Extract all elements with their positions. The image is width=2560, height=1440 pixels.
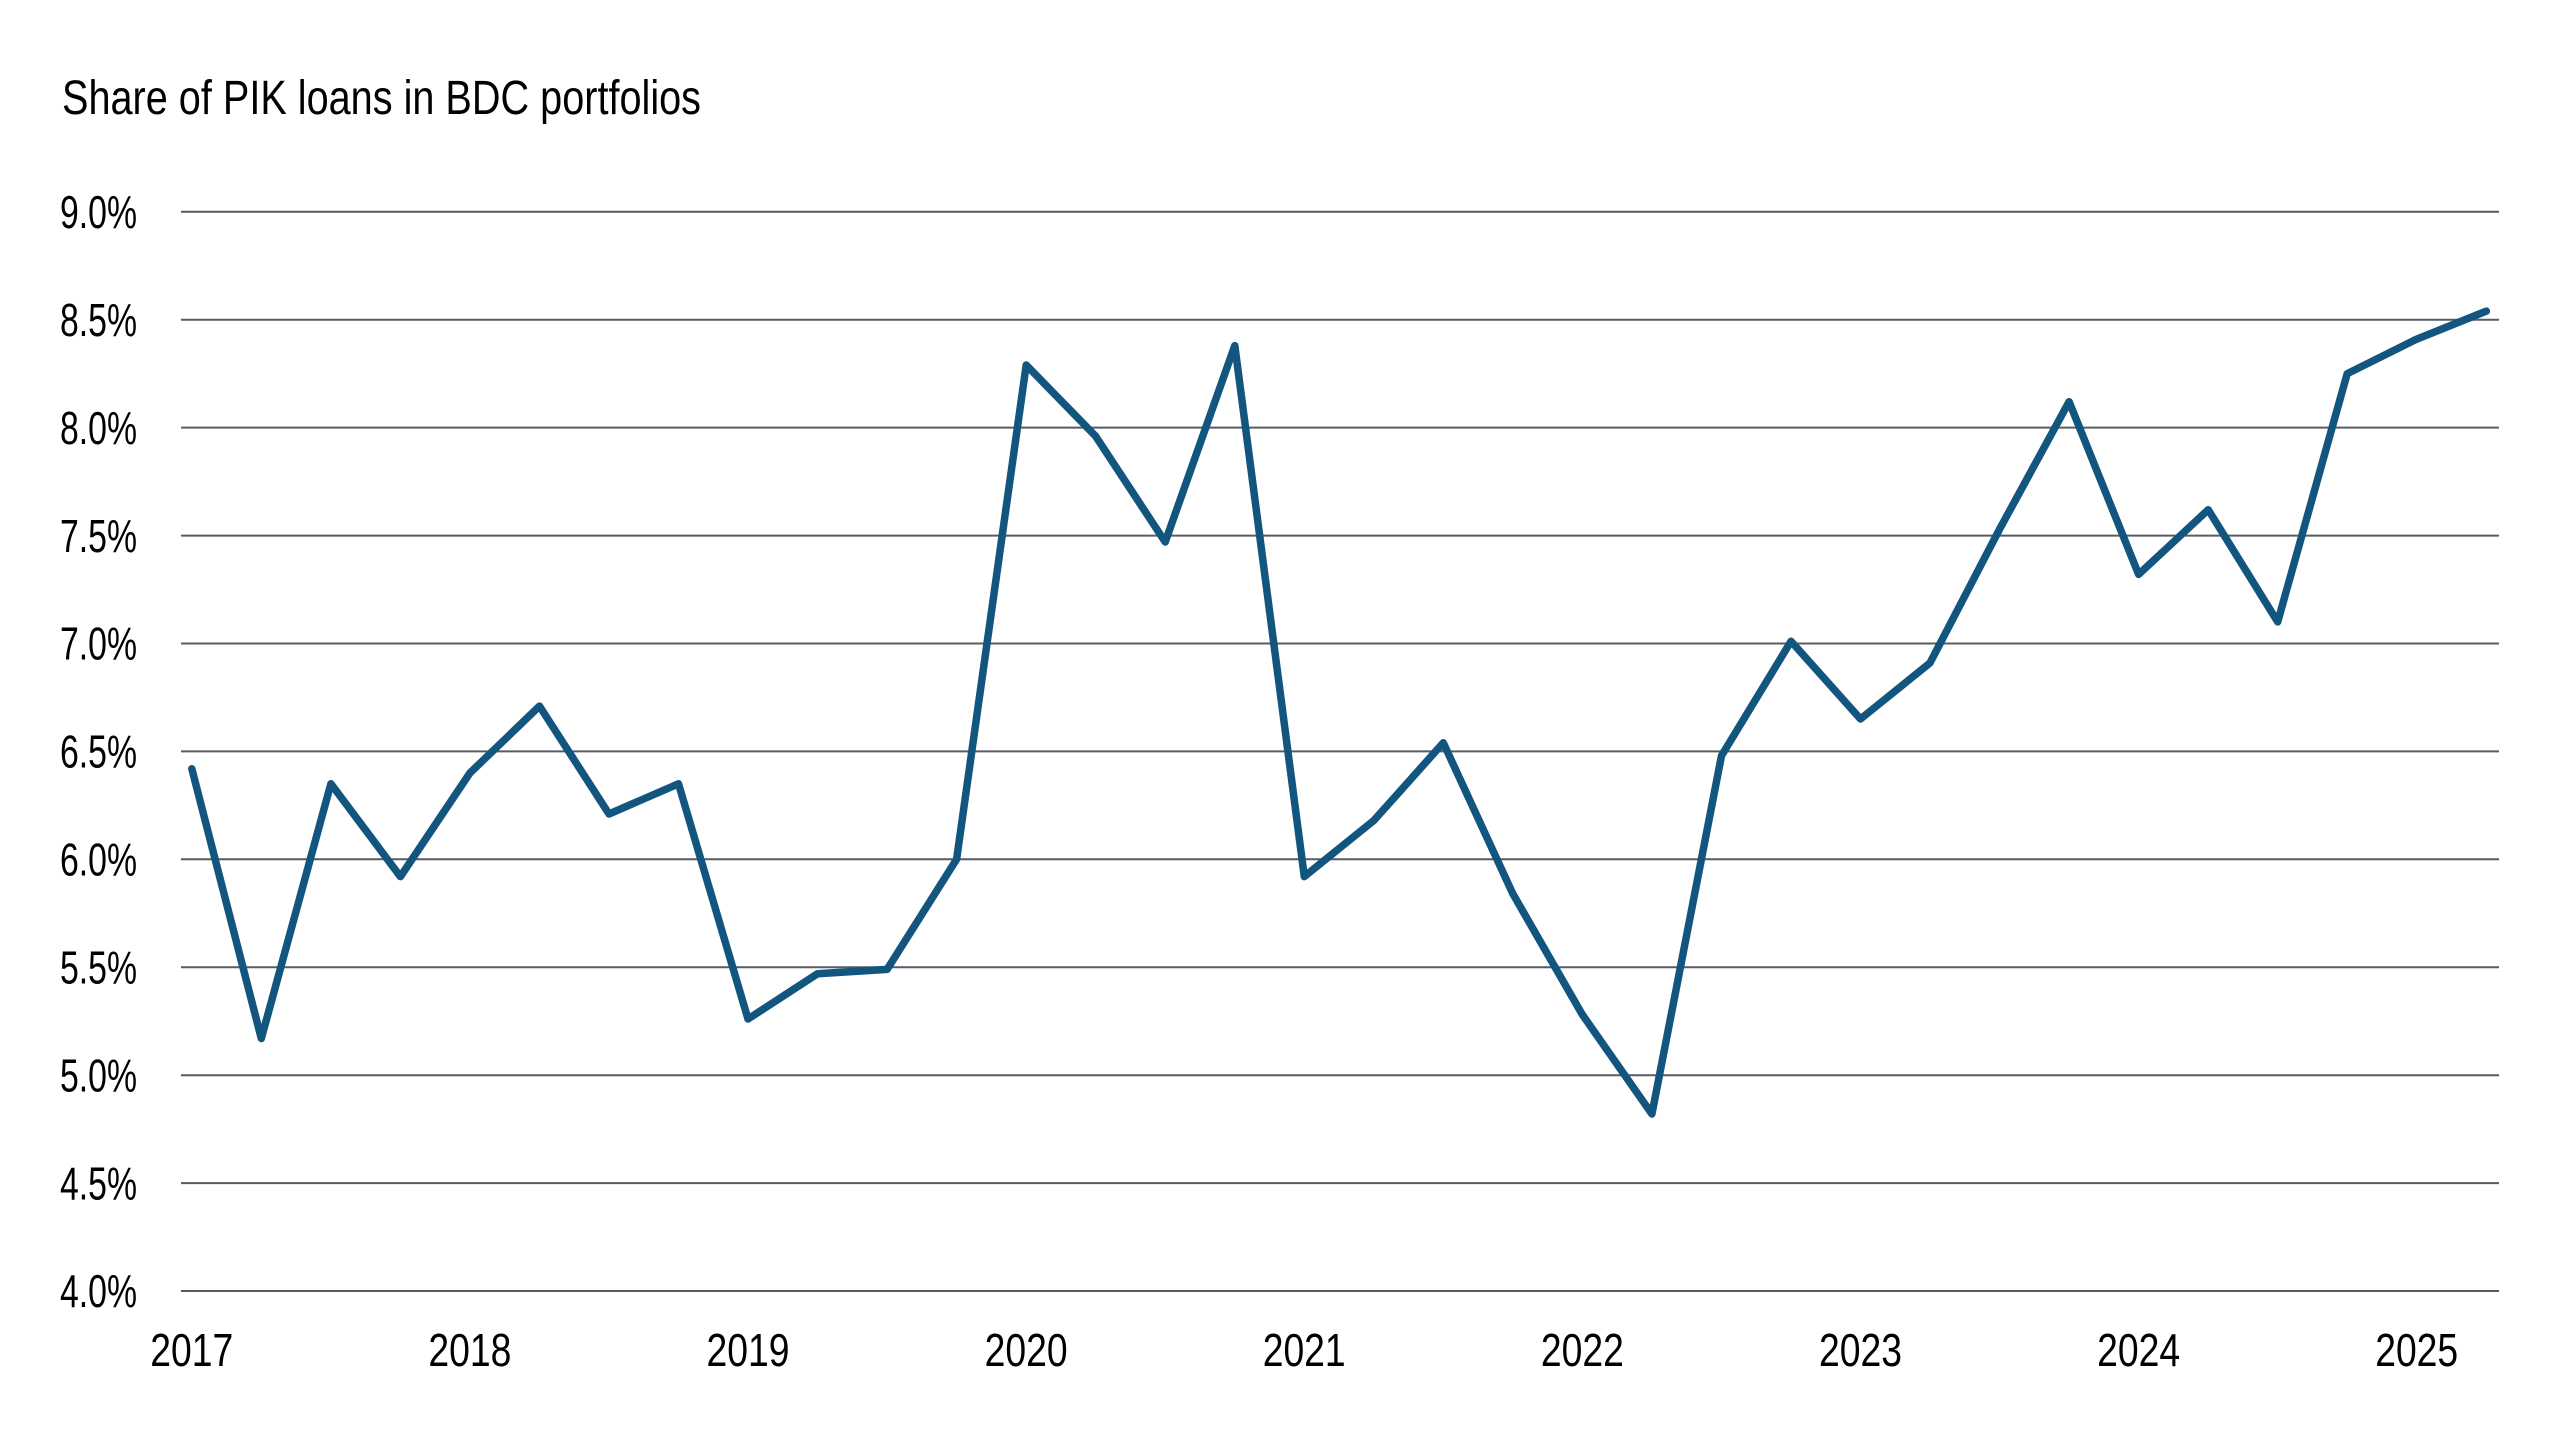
svg-text:2025: 2025 <box>2375 1324 2458 1376</box>
svg-text:2024: 2024 <box>2097 1324 2180 1376</box>
svg-text:2021: 2021 <box>1263 1324 1346 1376</box>
svg-text:7.5%: 7.5% <box>60 510 137 562</box>
svg-text:5.0%: 5.0% <box>60 1049 137 1101</box>
svg-text:4.0%: 4.0% <box>60 1265 137 1317</box>
svg-text:2023: 2023 <box>1819 1324 1902 1376</box>
svg-text:6.0%: 6.0% <box>60 834 137 886</box>
svg-text:2020: 2020 <box>985 1324 1068 1376</box>
svg-text:8.5%: 8.5% <box>60 294 137 346</box>
svg-text:4.5%: 4.5% <box>60 1157 137 1209</box>
svg-text:5.5%: 5.5% <box>60 941 137 993</box>
svg-text:2019: 2019 <box>707 1324 790 1376</box>
svg-text:Share of PIK loans in BDC port: Share of PIK loans in BDC portfolios <box>62 72 701 125</box>
svg-text:2018: 2018 <box>428 1324 511 1376</box>
svg-text:7.0%: 7.0% <box>60 618 137 670</box>
svg-text:8.0%: 8.0% <box>60 402 137 454</box>
svg-text:6.5%: 6.5% <box>60 726 137 778</box>
svg-text:2022: 2022 <box>1541 1324 1624 1376</box>
svg-text:2017: 2017 <box>150 1324 233 1376</box>
svg-text:9.0%: 9.0% <box>60 186 137 238</box>
